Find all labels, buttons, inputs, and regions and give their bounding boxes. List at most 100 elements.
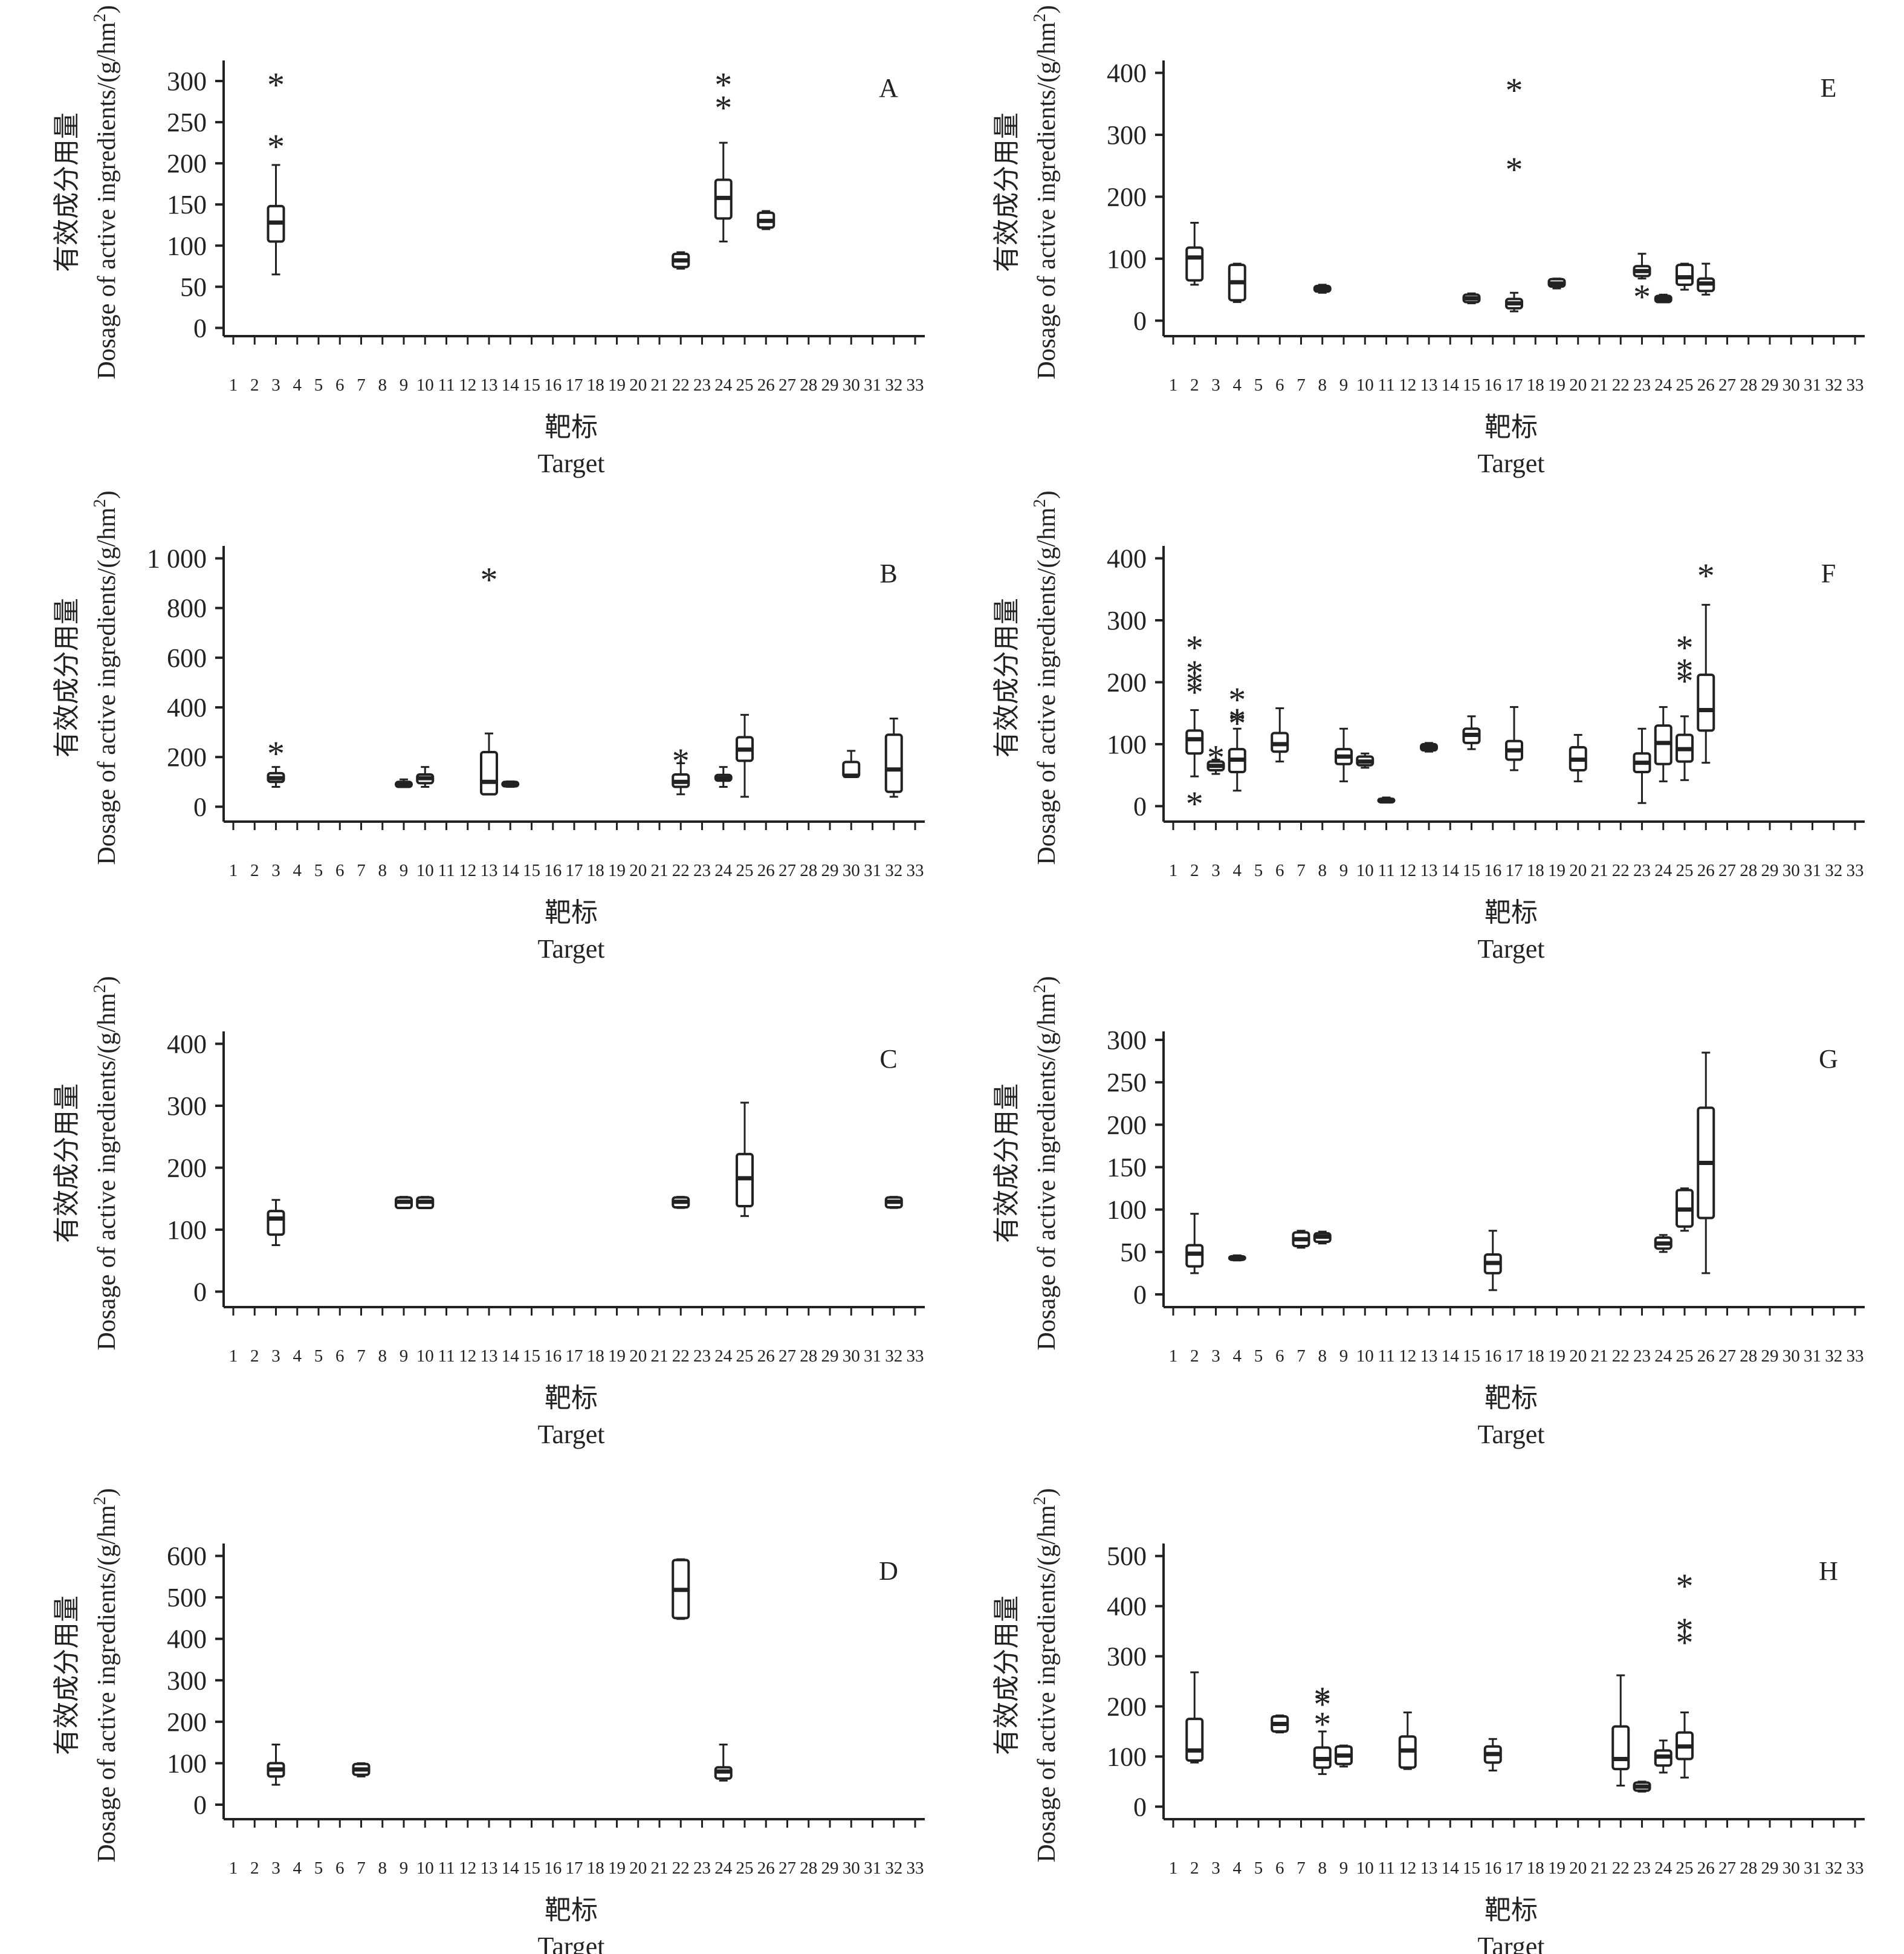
y-axis-title-cn: 有效成分用量 [52,112,82,272]
x-tick-label: 20 [629,375,647,395]
box-f-target-26: * [1697,556,1715,764]
y-axis-title-en-close: ) [1033,5,1061,13]
outlier-marker: * [1676,1566,1694,1606]
box-h-target-12 [1398,1711,1417,1770]
x-tick-label: 9 [1339,861,1349,880]
x-tick-label: 11 [438,1858,455,1878]
x-tick-label: 23 [1633,861,1651,880]
y-tick-label: 600 [167,1542,207,1571]
panel-letter: C [879,1044,897,1074]
x-tick-label: 13 [1420,861,1438,880]
x-tick-label: 25 [736,861,754,880]
box-iqr [1676,264,1694,286]
outlier-marker: * [714,88,732,128]
x-tick-label: 8 [1318,1858,1327,1878]
y-tick-label: 50 [1120,1238,1147,1267]
x-tick-label: 8 [378,1858,387,1878]
y-axis-title-en-sup: 2 [1031,1496,1049,1505]
panel-letter: B [879,559,897,588]
x-tick-label: 30 [1783,861,1800,880]
y-tick-label: 0 [193,1790,207,1820]
outlier-marker: * [1506,150,1523,189]
x-tick-label: 33 [1847,1346,1864,1366]
x-tick-label: 27 [1718,1858,1736,1878]
x-tick-label: 11 [438,861,455,880]
x-tick-label: 30 [843,1346,860,1366]
x-tick-label: 22 [1612,1858,1630,1878]
x-tick-label: 10 [1356,1346,1374,1366]
x-tick-label: 17 [566,861,583,880]
x-tick-label: 21 [651,375,669,395]
outlier-marker: * [1506,71,1523,110]
x-tick-label: 12 [1399,375,1416,395]
x-tick-label: 12 [1399,1346,1416,1366]
x-tick-label: 10 [416,375,434,395]
box-iqr [1185,246,1204,282]
x-tick-label: 20 [1569,1346,1587,1366]
outlier-marker: * [1186,663,1203,703]
y-tick-label: 300 [167,1091,207,1121]
x-tick-label: 32 [885,1346,902,1366]
outlier-marker: * [714,65,732,105]
x-tick-label: 20 [629,1346,647,1366]
x-tick-label: 3 [271,375,280,395]
x-tick-label: 17 [566,1346,583,1366]
x-tick-label: 25 [1676,1858,1694,1878]
x-tick-label: 6 [335,1858,345,1878]
y-axis-title-en-sup: 2 [91,1496,109,1505]
y-axis-title-en-main: Dosage of active ingredients/(g/hm [1033,1505,1061,1863]
box-f-target-10 [1356,752,1375,769]
y-tick-label: 800 [167,594,207,623]
x-tick-label: 32 [885,375,902,395]
x-tick-label: 13 [1420,1858,1438,1878]
x-tick-label: 9 [400,375,409,395]
x-tick-label: 27 [1718,375,1736,395]
y-tick-label: 400 [167,1029,207,1059]
x-axis-title-cn: 靶标 [1485,1383,1538,1413]
box-h-target-9 [1335,1744,1353,1768]
box-a-target-22 [672,251,690,270]
x-tick-label: 9 [400,861,409,880]
x-tick-label: 20 [629,861,647,880]
box-b-target-25 [736,713,754,798]
x-tick-label: 13 [481,1346,498,1366]
y-tick-label: 100 [167,231,207,261]
x-tick-label: 16 [544,375,562,395]
y-axis-title-cn: 有效成分用量 [52,1083,82,1243]
y-axis-title-en-close: ) [1033,490,1061,499]
x-tick-label: 5 [1254,1858,1263,1878]
x-tick-label: 32 [885,861,902,880]
x-tick-label: 26 [757,1346,775,1366]
x-tick-label: 10 [416,1858,434,1878]
x-tick-label: 3 [271,861,280,880]
box-e-target-23: * [1633,253,1651,316]
y-tick-label: 300 [1107,1642,1147,1672]
box-d-target-7 [352,1762,371,1777]
x-tick-label: 4 [293,1346,302,1366]
y-axis-title-en: Dosage of active ingredients/(g/hm2) [1031,1488,1061,1862]
box-e-target-2 [1185,221,1204,286]
x-tick-label: 4 [1233,861,1242,880]
x-tick-label: 23 [1633,375,1651,395]
x-tick-label: 21 [1591,1858,1608,1878]
x-tick-label: 16 [1484,1346,1501,1366]
y-tick-label: 0 [193,792,207,822]
x-tick-label: 24 [714,1346,733,1366]
x-axis-title-en: Target [538,1420,605,1449]
x-tick-label: 23 [693,375,711,395]
x-tick-label: 33 [907,375,924,395]
x-tick-label: 30 [843,861,860,880]
x-tick-label: 7 [1297,861,1306,880]
box-g-target-26 [1697,1051,1715,1274]
y-axis-title-cn: 有效成分用量 [992,1083,1022,1243]
x-tick-label: 1 [1169,1346,1178,1366]
y-tick-label: 200 [1107,1692,1147,1721]
box-g-target-2 [1185,1213,1204,1274]
x-tick-label: 11 [1378,375,1395,395]
box-iqr [1185,1718,1204,1762]
box-b-target-9 [395,778,413,788]
y-axis-title-en-main: Dosage of active ingredients/(g/hm [1033,507,1061,865]
y-axis-title-en-main: Dosage of active ingredients/(g/hm [93,22,121,380]
x-tick-label: 32 [1825,1346,1842,1366]
